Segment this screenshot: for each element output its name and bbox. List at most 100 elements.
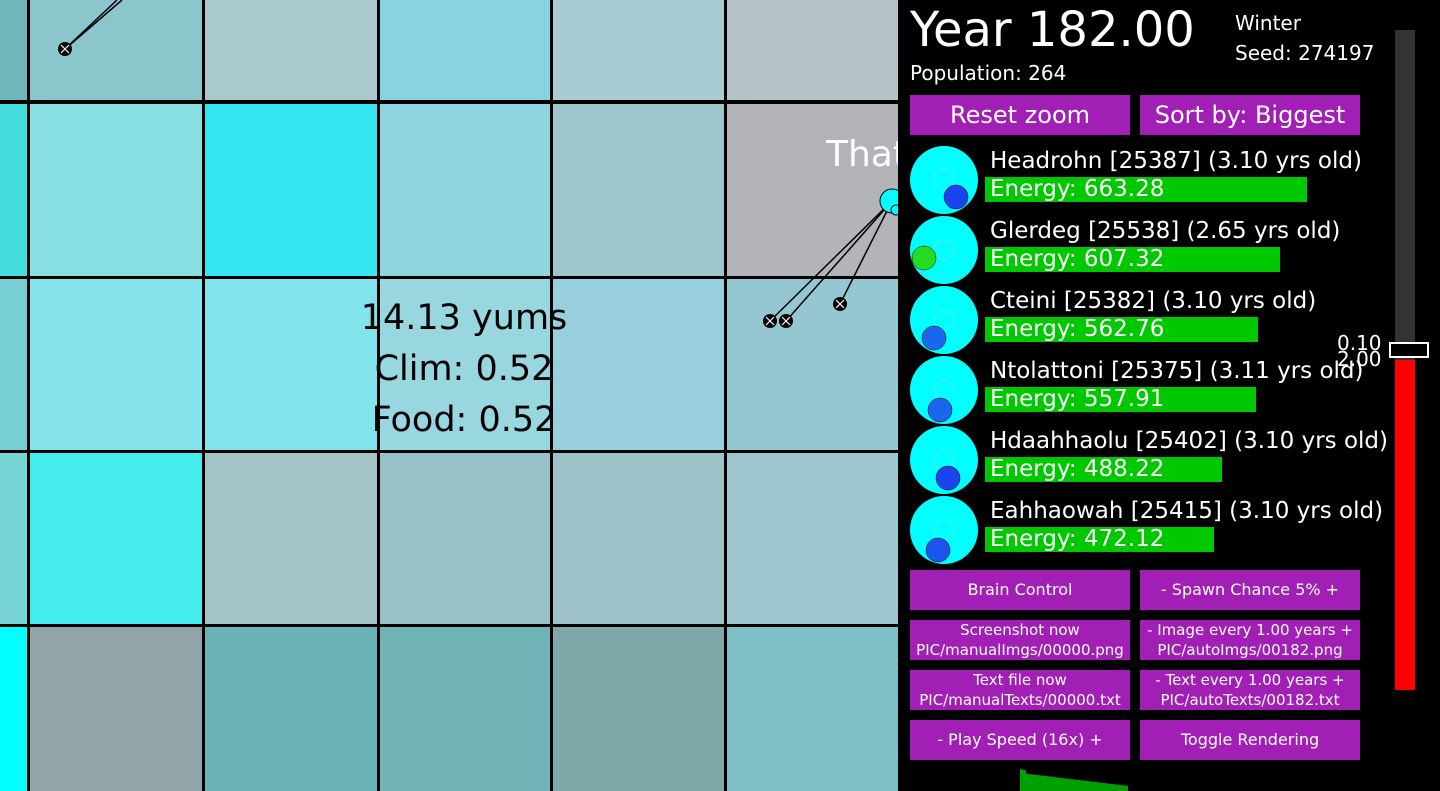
creature-list-item[interactable]: Hdaahhaolu [25402] (3.10 yrs old) Energy:… [898,425,1398,495]
histogram-bar [1027,773,1028,791]
world-tile[interactable] [202,624,380,791]
histogram-bar [1021,769,1022,791]
histogram-bar [1085,780,1086,791]
sort-by-button[interactable]: Sort by: Biggest [1140,95,1360,135]
world-tile[interactable] [724,101,898,279]
season-label: Winter [1235,11,1301,35]
creature-list-item[interactable]: Headrohn [25387] (3.10 yrs old) Energy: 6… [898,145,1398,215]
histogram-bar [1095,782,1096,791]
histogram-bar [1044,775,1045,791]
world-tile[interactable] [27,624,205,791]
histogram-bar [1117,784,1118,791]
world-tile[interactable] [550,276,728,454]
toggle-rendering-button[interactable]: Toggle Rendering [1140,720,1360,760]
histogram-bar [1040,775,1041,791]
histogram-bar [1045,776,1046,791]
brain-control-button[interactable]: Brain Control [910,570,1130,610]
histogram-bar [1109,783,1110,791]
tile-info: 14.13 yums Clim: 0.52 Food: 0.52 [330,293,598,446]
world-view[interactable]: 14.13 yums Clim: 0.52 Food: 0.52 That [0,0,898,791]
world-tile[interactable] [202,276,380,454]
creature-energy: Energy: 472.12 [990,526,1165,552]
histogram-bar [1106,783,1107,791]
creature-energy: Energy: 562.76 [990,316,1165,342]
screenshot-now-button[interactable]: Screenshot now PIC/manualImgs/00000.png [910,620,1130,660]
histogram-bar [1115,784,1116,791]
play-speed-button[interactable]: - Play Speed (16x) + [910,720,1130,760]
seed-label: Seed: 274197 [1235,41,1375,65]
histogram-bar [1025,770,1026,791]
world-tile[interactable] [202,450,380,628]
histogram-bar [1073,779,1074,791]
histogram-bar [1066,778,1067,791]
world-tile[interactable] [724,450,898,628]
creature-avatar-icon [910,216,978,284]
image-every-button[interactable]: - Image every 1.00 years + PIC/autoImgs/… [1140,620,1360,660]
histogram-bar [1076,779,1077,791]
histogram-bar [1033,774,1034,791]
histogram-bar [1057,777,1058,791]
tentacle-line [839,200,893,305]
population-count: Population: 264 [910,61,1067,85]
image-every-path-label: PIC/autoImgs/00182.png [1157,641,1343,659]
reset-zoom-button[interactable]: Reset zoom [910,95,1130,135]
histogram-bar [1056,777,1057,791]
creature-list-item[interactable]: Ntolattoni [25375] (3.11 yrs old) Energy:… [898,355,1398,425]
histogram-bar [1092,781,1093,791]
histogram-bar [1079,780,1080,791]
histogram-bar [1093,781,1094,791]
world-tile[interactable] [550,101,728,279]
histogram-bar [1088,781,1089,791]
world-tile[interactable] [377,101,555,279]
time-slider-handle[interactable] [1389,342,1429,358]
eye-node-icon [58,42,72,56]
histogram-bar [1111,783,1112,791]
histogram-bar [1067,778,1068,791]
histogram-bar [1105,783,1106,791]
world-tile[interactable] [724,276,898,454]
histogram-bar [1029,774,1030,791]
energy-bar [985,177,1307,202]
world-tile[interactable] [202,101,380,279]
histogram-bar [1064,778,1065,791]
eye-node-icon [763,314,777,328]
histogram-bar [1065,778,1066,791]
creature-energy: Energy: 663.28 [990,176,1165,202]
histogram-bar [1062,778,1063,791]
histogram-bar [1110,783,1111,791]
world-tile[interactable] [27,0,205,103]
population-histogram [1020,769,1128,791]
creature-avatar-icon [910,426,978,494]
spawn-chance-button[interactable]: - Spawn Chance 5% + [1140,570,1360,610]
text-file-now-button[interactable]: Text file now PIC/manualTexts/00000.txt [910,670,1130,710]
histogram-bar [1112,784,1113,791]
text-every-path-label: PIC/autoTexts/00182.txt [1160,691,1340,709]
histogram-bar [1126,785,1127,791]
histogram-bar [1094,781,1095,791]
slider-bottom-label: 2.00 [1337,347,1382,371]
histogram-bar [1107,783,1108,791]
creature-layer [58,0,898,328]
creature-list-item[interactable]: Glerdeg [25538] (2.65 yrs old) Energy: 60… [898,215,1398,285]
creature-name: Headrohn [25387] (3.10 yrs old) [990,148,1362,174]
creature-energy: Energy: 607.32 [990,246,1165,272]
creature-name: Cteini [25382] (3.10 yrs old) [990,288,1317,314]
histogram-bar [1058,777,1059,791]
time-slider[interactable] [1389,30,1429,690]
creature-list-item[interactable]: Eahhaowah [25415] (3.10 yrs old) Energy: … [898,495,1398,565]
world-tile[interactable] [27,101,205,279]
world-tile[interactable] [550,0,728,103]
histogram-bar [1035,774,1036,791]
creature-list-item[interactable]: Cteini [25382] (3.10 yrs old) Energy: 562… [898,285,1398,355]
histogram-bar [1122,785,1123,791]
text-every-button[interactable]: - Text every 1.00 years + PIC/autoTexts/… [1140,670,1360,710]
world-tile[interactable] [377,0,555,103]
creature-avatar-icon [910,496,978,564]
histogram-bar [1026,773,1027,791]
eye-node-icon [779,314,793,328]
world-tile[interactable] [724,624,898,791]
histogram-bar [1119,784,1120,791]
world-tile[interactable] [27,450,205,628]
histogram-bar [1053,776,1054,791]
histogram-bar [1048,776,1049,791]
